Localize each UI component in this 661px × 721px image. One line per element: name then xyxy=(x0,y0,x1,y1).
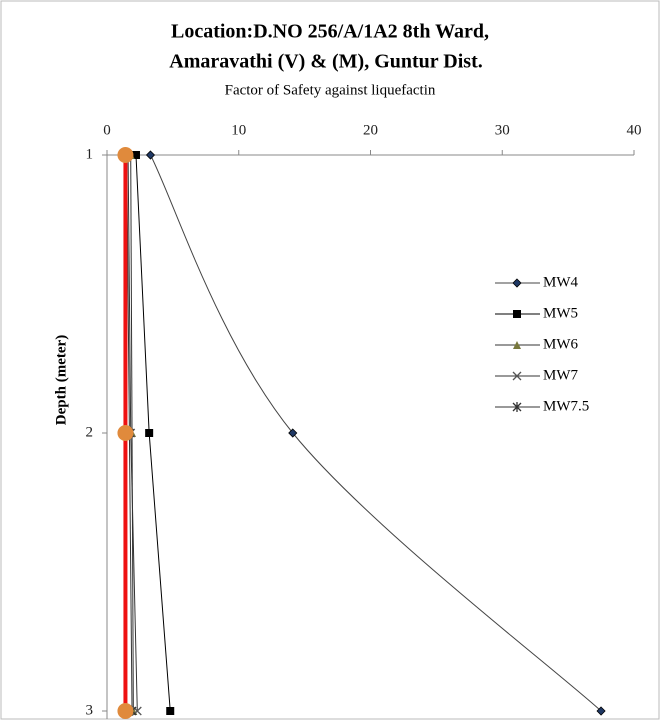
data-point xyxy=(145,429,154,437)
x-tick-label: 40 xyxy=(627,122,642,138)
chart-subtitle: Factor of Safety against liquefactin xyxy=(225,82,436,98)
legend-label: MW6 xyxy=(543,336,578,352)
x-tick-label: 0 xyxy=(103,122,111,138)
data-point xyxy=(596,706,606,716)
legend-marker xyxy=(512,402,522,412)
legend-marker xyxy=(513,310,521,318)
data-point xyxy=(288,428,298,438)
y-axis-label: Depth (meter) xyxy=(53,335,69,425)
y-tick-label: 1 xyxy=(86,146,94,162)
y-tick-label: 2 xyxy=(86,424,94,440)
legend-label: MW4 xyxy=(543,274,578,290)
series-line xyxy=(150,154,602,712)
data-point xyxy=(145,150,156,160)
chart-title: Amaravathi (V) & (M), Guntur Dist. xyxy=(169,51,483,73)
y-tick-label: 3 xyxy=(86,702,94,718)
legend-marker xyxy=(512,371,522,381)
legend-marker xyxy=(512,278,522,288)
data-point xyxy=(166,707,175,715)
legend-label: MW5 xyxy=(543,305,578,321)
chart-title: Location:D.NO 256/A/1A2 8th Ward, xyxy=(171,21,489,43)
data-point xyxy=(131,151,140,159)
x-tick-label: 20 xyxy=(363,122,378,138)
legend-marker xyxy=(513,341,521,349)
x-tick-label: 10 xyxy=(231,122,246,138)
legend-label: MW7.5 xyxy=(543,398,589,414)
data-point xyxy=(117,703,134,719)
x-tick-label: 30 xyxy=(495,122,510,138)
data-point xyxy=(117,425,134,441)
data-point xyxy=(117,147,134,163)
legend-label: MW7 xyxy=(543,367,578,383)
